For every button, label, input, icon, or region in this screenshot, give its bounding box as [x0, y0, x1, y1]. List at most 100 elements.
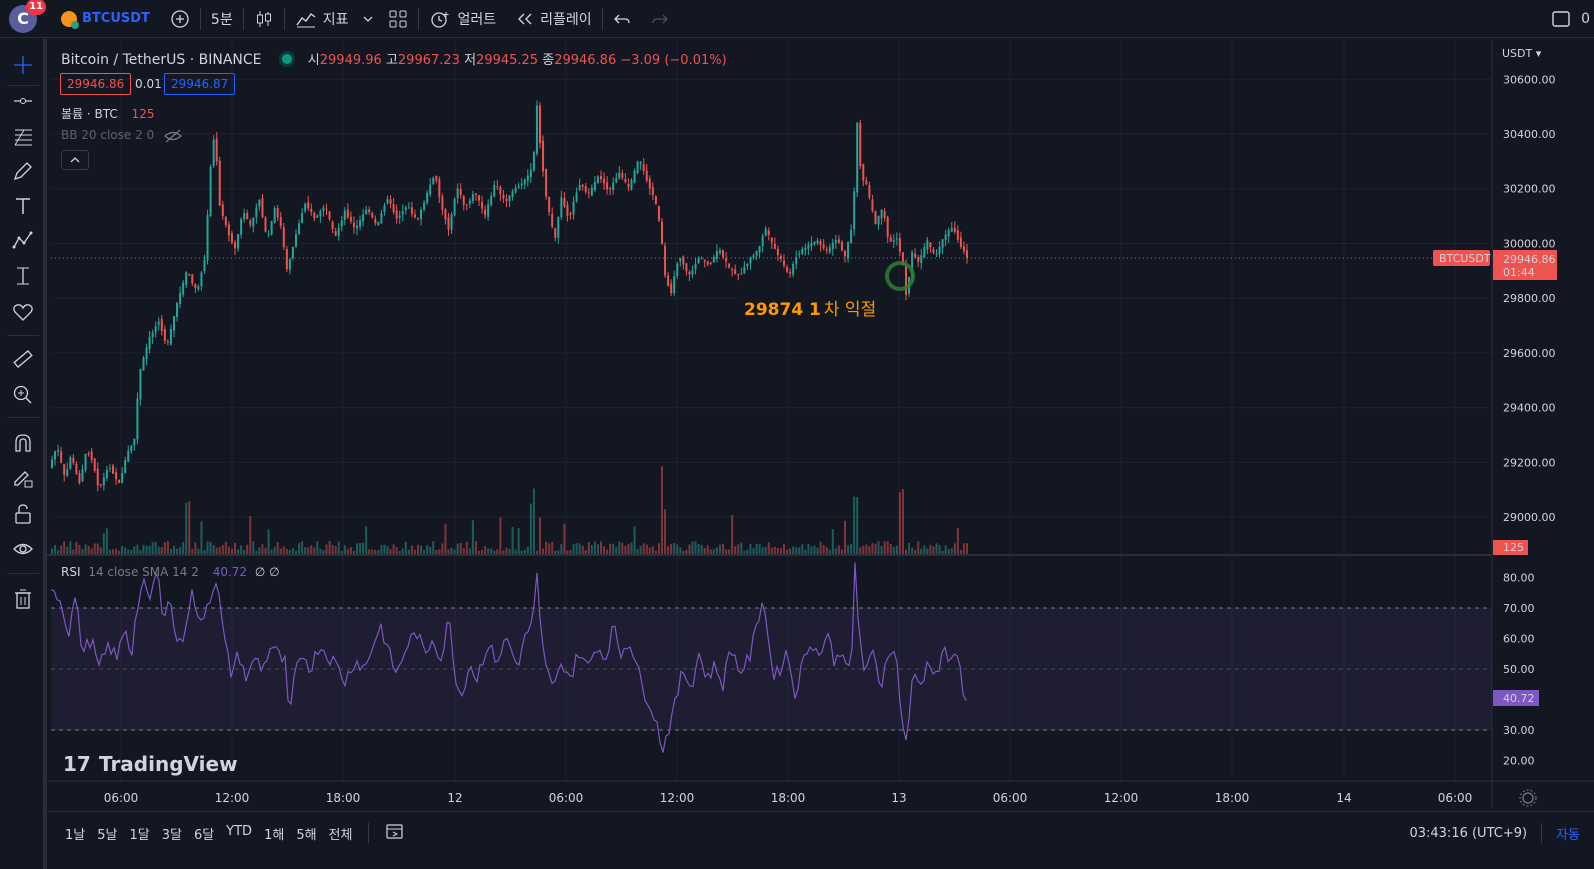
- range-button[interactable]: 5날: [97, 827, 118, 843]
- pen-icon: [13, 162, 32, 181]
- rsi-legend[interactable]: RSI 14 close SMA 14 2 40.72 ∅ ∅: [61, 565, 280, 579]
- candle-body: [889, 237, 892, 242]
- volume-legend[interactable]: 볼륨 · BTC 125: [61, 105, 155, 122]
- crosshair-tool[interactable]: [8, 50, 38, 80]
- timezone-clock[interactable]: 03:43:16 (UTC+9): [1409, 825, 1528, 841]
- volume-bar: [108, 549, 111, 555]
- range-button[interactable]: 3달: [161, 827, 182, 843]
- zoom-tool[interactable]: [8, 380, 38, 410]
- goto-date-button[interactable]: [377, 822, 413, 844]
- volume-bar: [270, 549, 273, 555]
- favorites-tool[interactable]: [8, 297, 38, 327]
- candle-body: [542, 140, 545, 172]
- trend-line-tool[interactable]: [8, 86, 38, 116]
- magnet-tool[interactable]: [8, 428, 38, 458]
- indicators-button[interactable]: 지표: [285, 0, 359, 38]
- volume-bar: [810, 546, 813, 555]
- volume-bar: [749, 543, 752, 555]
- range-button[interactable]: 1날: [65, 827, 86, 843]
- range-button[interactable]: YTD: [226, 823, 253, 839]
- sell-price-button[interactable]: 29946.86: [60, 73, 132, 95]
- volume-bar: [514, 549, 517, 555]
- currency-selector[interactable]: USDT ▾: [1502, 47, 1542, 60]
- volume-bar: [947, 548, 950, 555]
- range-button[interactable]: 전체: [328, 827, 353, 843]
- interval-button[interactable]: 5분: [201, 0, 243, 38]
- bb-legend[interactable]: BB 20 close 2 0: [61, 128, 182, 143]
- volume-bar: [462, 548, 465, 555]
- volume-bar: [310, 545, 313, 555]
- volume-tag: [1493, 540, 1528, 555]
- annotation-circle[interactable]: [885, 261, 915, 291]
- unlock-tool[interactable]: [8, 499, 38, 529]
- volume-tag-label: 125: [1503, 541, 1524, 554]
- spread-value: 0.01: [135, 77, 162, 91]
- compare-symbol-button[interactable]: [160, 0, 200, 38]
- close-value: 29946.86: [554, 53, 617, 68]
- eye-hidden-icon[interactable]: [164, 129, 182, 143]
- chart-type-button[interactable]: [244, 0, 284, 38]
- candle-body: [319, 210, 322, 217]
- price-tick-label: 29400.00: [1503, 402, 1556, 415]
- symbol-search-button[interactable]: BTCUSDT: [51, 0, 160, 38]
- volume-bar: [834, 548, 837, 555]
- price-tick-label: 29600.00: [1503, 347, 1556, 360]
- volume-bar: [124, 547, 127, 555]
- candle-body: [75, 463, 78, 475]
- collapse-legend-button[interactable]: [61, 150, 89, 170]
- series-legend[interactable]: Bitcoin / TetherUS · BINANCE 시29949.96 고…: [61, 49, 727, 68]
- volume-bar: [798, 547, 801, 555]
- candle-body: [148, 337, 151, 350]
- time-tick-label: 06:00: [104, 791, 139, 805]
- time-axis-settings-button[interactable]: [1519, 789, 1537, 807]
- user-avatar[interactable]: C 11: [9, 0, 46, 33]
- volume-bar: [365, 526, 368, 555]
- range-button[interactable]: 1달: [129, 827, 150, 843]
- brush-tool[interactable]: [8, 156, 38, 186]
- rsi-params: 14 close SMA 14 2: [88, 565, 199, 579]
- candle-body: [410, 207, 413, 215]
- range-button[interactable]: 5해: [296, 827, 317, 843]
- volume-bar: [90, 548, 93, 555]
- pattern-tool[interactable]: [8, 225, 38, 255]
- candle-body: [423, 202, 426, 210]
- tradingview-watermark[interactable]: 𝟭𝟳 TradingView: [63, 752, 238, 776]
- redo-button[interactable]: [641, 0, 679, 38]
- delete-tool[interactable]: [8, 584, 38, 614]
- layout-button[interactable]: [378, 0, 418, 38]
- buy-price-button[interactable]: 29946.87: [164, 73, 236, 95]
- auto-scale-button[interactable]: 자동: [1556, 827, 1580, 843]
- volume-bar: [63, 541, 66, 555]
- lock-drawings-tool[interactable]: [8, 463, 38, 493]
- fib-tool[interactable]: [8, 121, 38, 151]
- volume-bar: [459, 543, 462, 555]
- visibility-tool[interactable]: [8, 534, 38, 564]
- candle-body: [502, 194, 505, 199]
- range-button[interactable]: 1해: [264, 827, 285, 843]
- candle-body: [291, 246, 294, 258]
- fullscreen-button[interactable]: [1541, 0, 1581, 38]
- price-axis[interactable]: 30600.00 30400.00 30200.00 30000.00 29800.00…: [1503, 73, 1556, 524]
- horizontal-line-icon: [14, 98, 32, 104]
- measure-tool[interactable]: [8, 261, 38, 291]
- volume-bar: [349, 547, 352, 555]
- alert-button[interactable]: 얼러트: [419, 0, 506, 38]
- price-tick-label: 30200.00: [1503, 183, 1556, 196]
- range-button[interactable]: 6달: [193, 827, 215, 843]
- undo-button[interactable]: [603, 0, 641, 38]
- open-value: 29949.96: [319, 53, 382, 68]
- annotation-number: 29874 1: [744, 300, 821, 320]
- replay-button[interactable]: 리플레이: [506, 0, 602, 38]
- indicators-dropdown[interactable]: [358, 0, 378, 38]
- candle-body: [700, 258, 703, 260]
- candle-body: [337, 227, 340, 236]
- ruler-tool[interactable]: [8, 344, 38, 374]
- time-axis[interactable]: 06:00 12:00 18:00 12 06:00 12:00 18:00 13 06:00 1…: [104, 791, 1473, 805]
- text-tool[interactable]: [8, 191, 38, 221]
- volume-bar: [279, 548, 282, 555]
- series-title[interactable]: Bitcoin / TetherUS · BINANCE: [61, 52, 262, 68]
